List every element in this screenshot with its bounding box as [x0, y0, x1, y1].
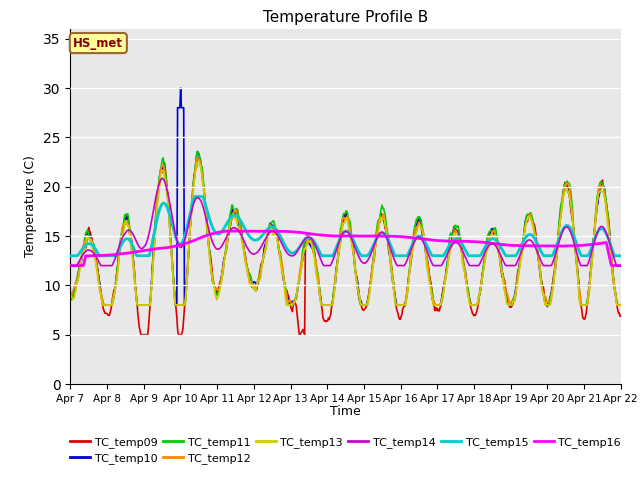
TC_temp16: [617, 263, 625, 268]
TC_temp15: [67, 253, 74, 259]
Title: Temperature Profile B: Temperature Profile B: [263, 10, 428, 25]
TC_temp11: [414, 214, 422, 220]
TC_temp09: [195, 156, 202, 161]
TC_temp16: [429, 237, 437, 243]
Line: TC_temp14: TC_temp14: [70, 178, 621, 265]
TC_temp10: [220, 258, 227, 264]
TC_temp11: [67, 293, 74, 299]
TC_temp10: [67, 290, 74, 296]
TC_temp12: [77, 260, 84, 265]
TC_temp16: [232, 228, 239, 234]
TC_temp09: [137, 332, 145, 337]
TC_temp11: [134, 302, 141, 308]
TC_temp10: [177, 85, 184, 91]
TC_temp11: [194, 149, 202, 155]
TC_temp10: [100, 302, 108, 308]
TC_temp11: [617, 302, 625, 308]
TC_temp12: [134, 302, 141, 308]
TC_temp11: [77, 260, 84, 265]
TC_temp16: [67, 263, 74, 268]
X-axis label: Time: Time: [330, 405, 361, 418]
Line: TC_temp09: TC_temp09: [70, 158, 621, 335]
Line: TC_temp11: TC_temp11: [70, 152, 621, 305]
TC_temp14: [429, 263, 437, 268]
TC_temp13: [414, 224, 422, 230]
TC_temp13: [77, 265, 84, 271]
TC_temp12: [67, 292, 74, 298]
Line: TC_temp12: TC_temp12: [70, 158, 621, 305]
TC_temp10: [430, 299, 438, 305]
TC_temp14: [159, 175, 166, 181]
TC_temp10: [77, 261, 84, 267]
TC_temp09: [617, 313, 625, 319]
TC_temp14: [617, 263, 625, 268]
TC_temp11: [100, 302, 108, 308]
TC_temp12: [100, 302, 108, 308]
TC_temp10: [414, 220, 422, 226]
TC_temp15: [617, 253, 625, 259]
TC_temp09: [67, 289, 74, 295]
TC_temp13: [99, 302, 106, 308]
TC_temp15: [133, 253, 141, 259]
TC_temp13: [67, 293, 74, 299]
TC_temp13: [195, 158, 202, 164]
TC_temp10: [134, 302, 141, 308]
TC_temp14: [413, 235, 421, 240]
TC_temp15: [189, 199, 196, 205]
TC_temp16: [133, 249, 141, 254]
TC_temp15: [77, 249, 84, 255]
TC_temp11: [220, 265, 227, 271]
TC_temp09: [414, 216, 422, 221]
TC_temp13: [430, 302, 438, 308]
TC_temp13: [190, 185, 198, 191]
Line: TC_temp16: TC_temp16: [70, 231, 621, 265]
TC_temp14: [133, 240, 141, 246]
TC_temp10: [617, 302, 625, 308]
TC_temp12: [194, 156, 202, 161]
TC_temp09: [133, 299, 141, 305]
TC_temp15: [191, 193, 199, 199]
TC_temp11: [430, 302, 438, 308]
TC_temp15: [219, 228, 227, 233]
TC_temp11: [190, 177, 198, 183]
TC_temp12: [430, 299, 438, 305]
TC_temp12: [190, 181, 198, 187]
TC_temp09: [220, 262, 227, 267]
TC_temp10: [191, 174, 198, 180]
TC_temp16: [189, 238, 196, 244]
TC_temp15: [413, 234, 421, 240]
TC_temp16: [413, 235, 421, 241]
Y-axis label: Temperature (C): Temperature (C): [24, 156, 38, 257]
TC_temp09: [77, 261, 84, 266]
TC_temp14: [77, 256, 84, 262]
Line: TC_temp10: TC_temp10: [70, 88, 621, 305]
TC_temp13: [134, 302, 141, 308]
Text: HS_met: HS_met: [74, 36, 124, 49]
TC_temp16: [77, 263, 84, 268]
Line: TC_temp15: TC_temp15: [70, 196, 621, 256]
TC_temp14: [219, 241, 227, 247]
TC_temp09: [430, 302, 438, 308]
TC_temp12: [220, 262, 227, 267]
Line: TC_temp13: TC_temp13: [70, 161, 621, 305]
TC_temp12: [414, 222, 422, 228]
TC_temp16: [218, 229, 226, 235]
TC_temp14: [67, 263, 74, 268]
TC_temp09: [190, 177, 198, 183]
TC_temp12: [617, 302, 625, 308]
Legend: TC_temp09, TC_temp10, TC_temp11, TC_temp12, TC_temp13, TC_temp14, TC_temp15, TC_: TC_temp09, TC_temp10, TC_temp11, TC_temp…: [66, 432, 625, 468]
TC_temp13: [617, 302, 625, 308]
TC_temp14: [190, 201, 198, 206]
TC_temp15: [429, 253, 437, 259]
TC_temp13: [220, 265, 227, 271]
